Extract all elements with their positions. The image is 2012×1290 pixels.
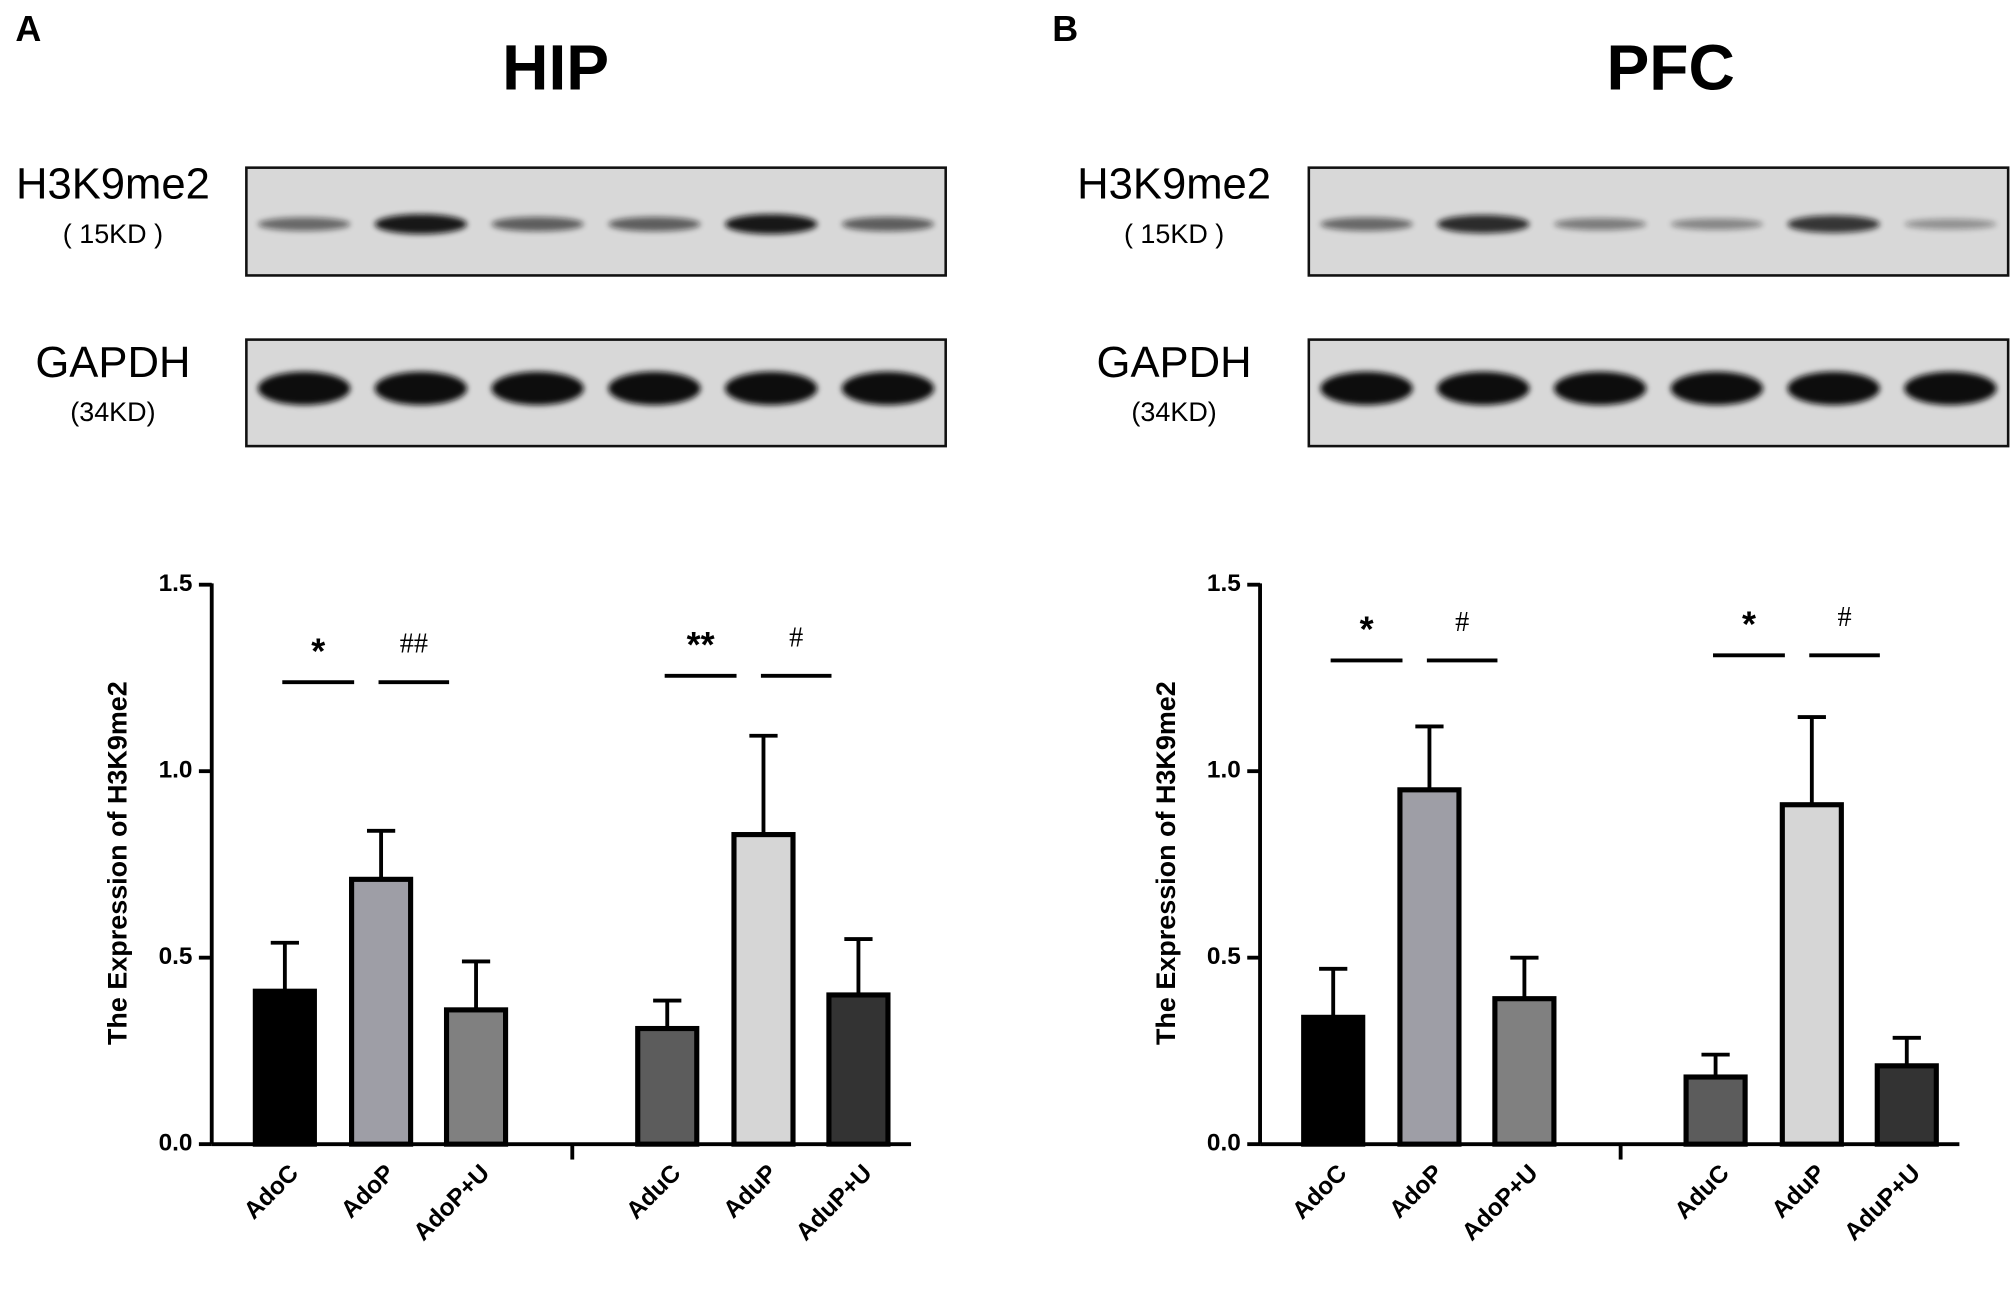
blot-label: H3K9me2 <box>16 160 210 208</box>
x-tick-label: AduC <box>1670 1160 1735 1225</box>
blot-band <box>257 371 351 406</box>
significance-label: * <box>1360 609 1374 650</box>
significance-label: ** <box>687 624 715 665</box>
blot-band <box>1320 217 1413 231</box>
bar <box>1397 787 1462 1147</box>
blot-frame <box>1307 166 2010 277</box>
bar <box>1779 802 1844 1147</box>
bar <box>1874 1063 1939 1147</box>
bar <box>635 1025 700 1147</box>
panel-title: PFC <box>1607 32 1735 104</box>
blot-frame <box>245 166 947 277</box>
blot-band <box>1904 371 1997 406</box>
significance-label: * <box>1742 604 1756 645</box>
significance-label: # <box>1455 607 1469 638</box>
x-tick-label: AduC <box>621 1160 686 1225</box>
blot-band <box>1670 218 1764 230</box>
x-tick-label: AduP+U <box>1839 1160 1926 1247</box>
y-axis-label: The Expression of H3K9me2 <box>1151 681 1181 1045</box>
blot-band <box>374 371 468 406</box>
blot-band <box>1670 371 1764 406</box>
y-tick-label: 0.0 <box>1207 1130 1241 1157</box>
significance-label: ## <box>400 629 428 660</box>
significance-label: * <box>311 630 325 671</box>
x-tick-label: AdoP+U <box>1457 1160 1544 1247</box>
bar <box>1492 996 1557 1147</box>
blot-band <box>257 217 351 231</box>
y-tick-label: 1.5 <box>159 570 193 597</box>
y-tick-label: 1.5 <box>1207 570 1241 597</box>
x-tick-label: AduP+U <box>791 1160 878 1247</box>
panel-label: B <box>1052 8 1078 49</box>
blot-band <box>724 214 818 235</box>
blot-band <box>724 371 818 406</box>
blot-band <box>841 216 935 232</box>
blot-band <box>1437 215 1530 234</box>
blot-label: H3K9me2 <box>1077 160 1271 208</box>
bar <box>1683 1074 1748 1147</box>
blot-band <box>1553 218 1647 231</box>
bar <box>826 992 891 1147</box>
bar <box>731 832 796 1147</box>
blot-band <box>1437 371 1530 406</box>
blot-band <box>1787 371 1880 406</box>
bar <box>349 876 414 1147</box>
blot-band <box>374 214 468 235</box>
blot-size: (34KD) <box>70 397 155 427</box>
y-axis-label: The Expression of H3K9me2 <box>102 681 132 1045</box>
blot-size: (34KD) <box>1131 397 1216 427</box>
x-tick-label: AduP <box>718 1160 782 1224</box>
blot-size: ( 15KD ) <box>63 219 163 249</box>
significance-label: # <box>789 622 803 653</box>
blot-label: GAPDH <box>35 339 190 387</box>
blot-band <box>1320 371 1413 406</box>
y-tick-label: 0.0 <box>159 1130 193 1157</box>
blot-band <box>491 216 584 232</box>
y-tick-label: 1.0 <box>1207 757 1241 784</box>
significance-label: # <box>1837 602 1851 633</box>
y-tick-label: 0.5 <box>159 943 193 970</box>
x-tick-label: AdoP <box>1384 1160 1448 1224</box>
blot-band <box>841 371 935 406</box>
blot-frame <box>1307 338 2010 448</box>
x-tick-label: AduP <box>1767 1160 1831 1224</box>
x-tick-label: AdoC <box>1287 1160 1352 1225</box>
bar <box>252 988 317 1147</box>
panel-label: A <box>15 8 41 49</box>
blot-band <box>1553 371 1647 406</box>
x-tick-label: AdoP+U <box>409 1160 496 1247</box>
bar <box>443 1007 509 1147</box>
y-tick-label: 1.0 <box>159 757 193 784</box>
panel-title: HIP <box>502 32 609 104</box>
blot-size: ( 15KD ) <box>1124 219 1224 249</box>
x-tick-label: AdoP <box>336 1160 400 1224</box>
y-tick-label: 0.5 <box>1207 943 1241 970</box>
x-tick-label: AdoC <box>239 1160 304 1225</box>
blot-label: GAPDH <box>1097 339 1252 387</box>
blot-band <box>1787 215 1880 233</box>
blot-band <box>608 216 701 232</box>
blot-band <box>491 371 584 406</box>
blot-frame <box>245 338 947 448</box>
blot-band <box>608 371 701 406</box>
blot-band <box>1904 218 1997 230</box>
bar <box>1301 1014 1366 1147</box>
